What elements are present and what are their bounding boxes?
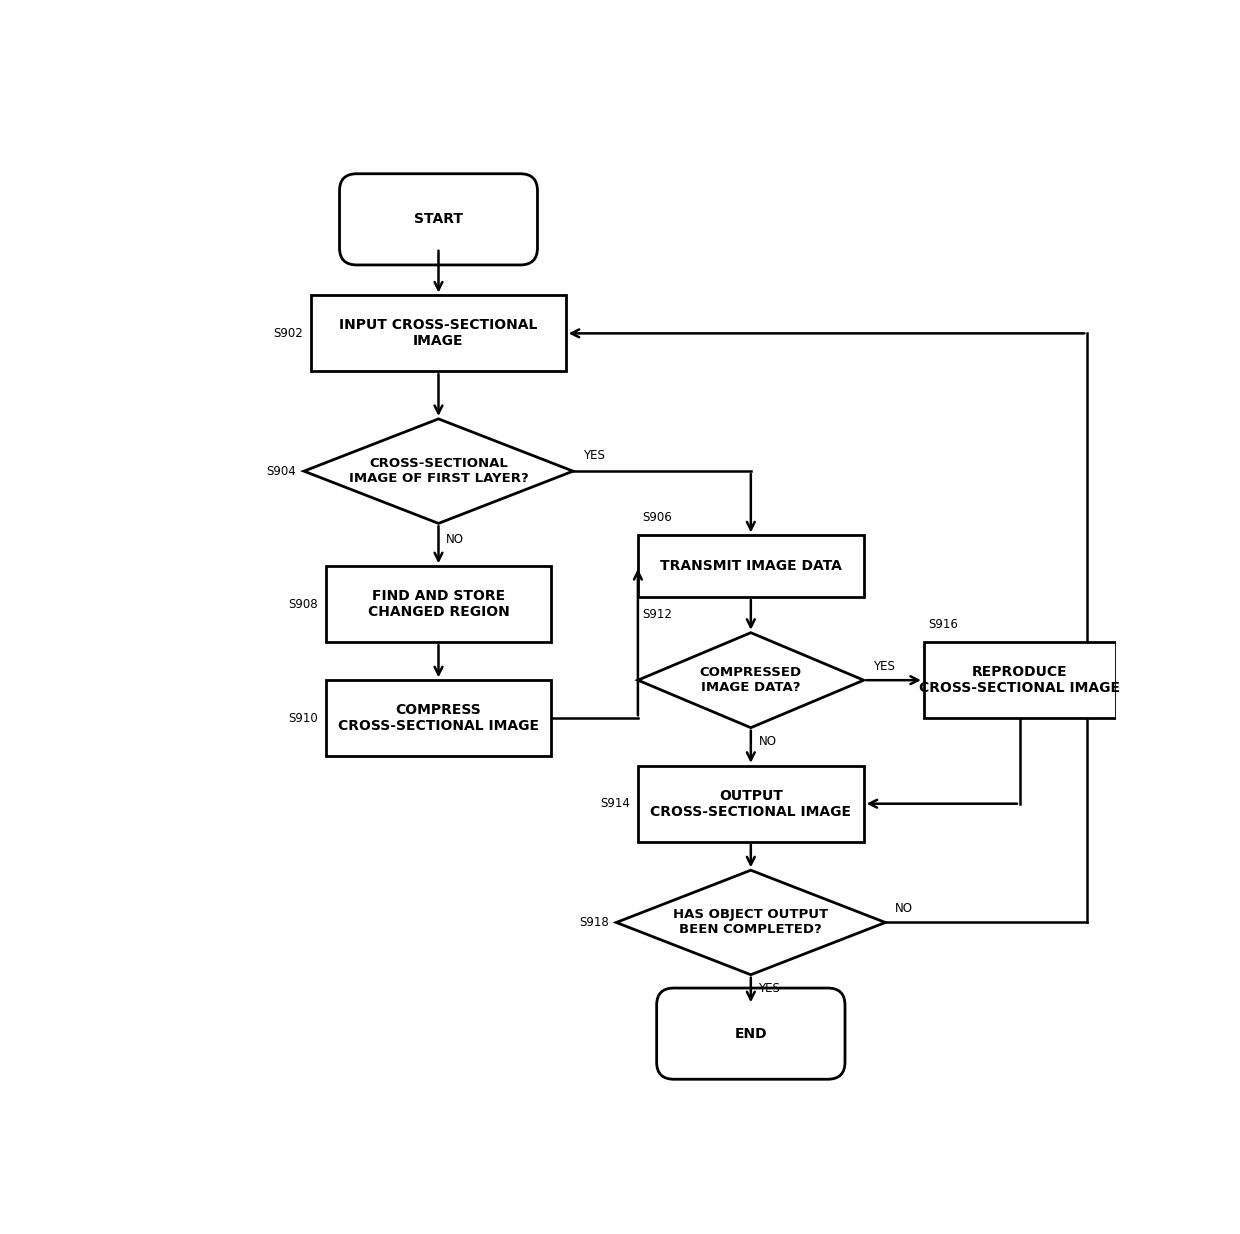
Text: YES: YES bbox=[873, 660, 895, 673]
Text: YES: YES bbox=[759, 982, 780, 996]
Text: COMPRESS
CROSS-SECTIONAL IMAGE: COMPRESS CROSS-SECTIONAL IMAGE bbox=[339, 703, 539, 733]
Text: HAS OBJECT OUTPUT
BEEN COMPLETED?: HAS OBJECT OUTPUT BEEN COMPLETED? bbox=[673, 908, 828, 937]
Text: NO: NO bbox=[446, 533, 464, 545]
Polygon shape bbox=[616, 870, 885, 975]
Text: S916: S916 bbox=[929, 618, 959, 631]
Text: S918: S918 bbox=[579, 916, 609, 929]
Text: NO: NO bbox=[895, 902, 913, 914]
Bar bbox=[637, 765, 864, 842]
Text: S914: S914 bbox=[600, 797, 630, 811]
Text: COMPRESSED
IMAGE DATA?: COMPRESSED IMAGE DATA? bbox=[699, 666, 802, 695]
FancyBboxPatch shape bbox=[657, 988, 844, 1080]
Text: S910: S910 bbox=[288, 712, 317, 724]
Bar bbox=[326, 680, 552, 756]
Bar bbox=[311, 295, 565, 371]
Bar bbox=[326, 566, 552, 642]
Bar bbox=[637, 536, 864, 597]
Text: S906: S906 bbox=[642, 511, 672, 524]
Polygon shape bbox=[304, 418, 573, 523]
Text: S904: S904 bbox=[267, 465, 296, 478]
Bar bbox=[924, 642, 1116, 718]
Text: REPRODUCE
CROSS-SECTIONAL IMAGE: REPRODUCE CROSS-SECTIONAL IMAGE bbox=[919, 665, 1121, 695]
Text: START: START bbox=[414, 212, 463, 226]
Text: S908: S908 bbox=[288, 597, 317, 611]
Text: S902: S902 bbox=[274, 327, 304, 339]
Polygon shape bbox=[637, 633, 864, 728]
FancyBboxPatch shape bbox=[340, 174, 537, 265]
Text: END: END bbox=[734, 1027, 768, 1040]
Text: NO: NO bbox=[759, 735, 776, 748]
Text: CROSS-SECTIONAL
IMAGE OF FIRST LAYER?: CROSS-SECTIONAL IMAGE OF FIRST LAYER? bbox=[348, 457, 528, 485]
Text: S912: S912 bbox=[642, 608, 672, 621]
Text: TRANSMIT IMAGE DATA: TRANSMIT IMAGE DATA bbox=[660, 559, 842, 573]
Text: INPUT CROSS-SECTIONAL
IMAGE: INPUT CROSS-SECTIONAL IMAGE bbox=[340, 318, 538, 348]
Text: FIND AND STORE
CHANGED REGION: FIND AND STORE CHANGED REGION bbox=[367, 589, 510, 619]
Text: OUTPUT
CROSS-SECTIONAL IMAGE: OUTPUT CROSS-SECTIONAL IMAGE bbox=[650, 789, 852, 819]
Text: YES: YES bbox=[583, 449, 605, 462]
